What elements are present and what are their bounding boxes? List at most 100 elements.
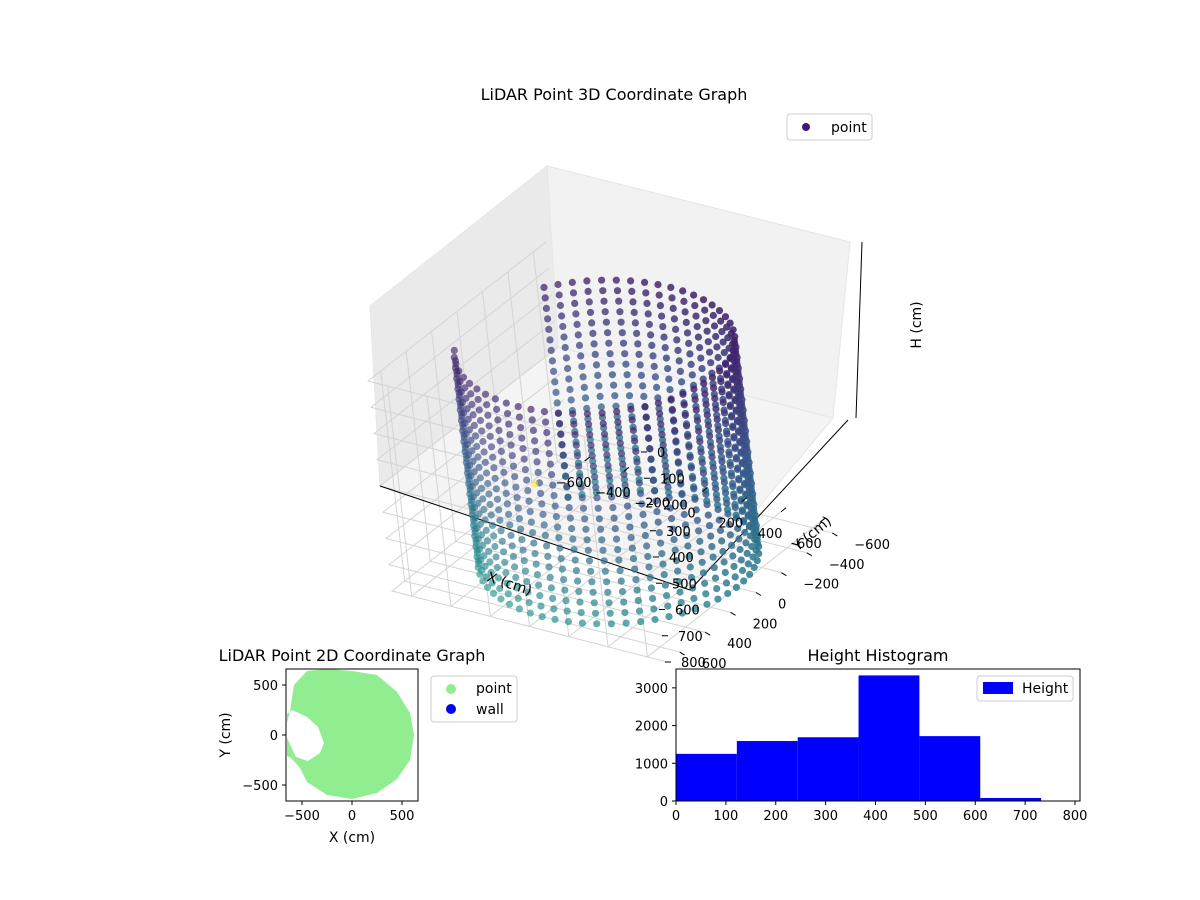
data-point-3d bbox=[720, 558, 728, 566]
data-point-3d bbox=[694, 333, 703, 341]
data-point-3d bbox=[527, 518, 536, 526]
histogram-bar bbox=[736, 741, 798, 801]
data-point-3d bbox=[598, 409, 606, 417]
legend-marker-point bbox=[802, 123, 810, 131]
data-point-3d bbox=[635, 350, 643, 358]
data-point-3d bbox=[645, 563, 653, 571]
data-point-3d bbox=[521, 466, 530, 474]
data-point-3d bbox=[699, 296, 708, 304]
data-point-3d bbox=[742, 490, 750, 498]
data-point-3d bbox=[668, 405, 676, 414]
data-point-3d bbox=[605, 472, 613, 480]
data-point-3d bbox=[547, 346, 555, 354]
data-point-3d bbox=[697, 548, 705, 556]
chart-height-histogram: Height Histogram 0 100 200 300 400 500 600 700 8… bbox=[635, 646, 1088, 824]
gridline-h bbox=[366, 241, 644, 453]
data-point-3d bbox=[636, 361, 644, 369]
y-tick-label-hist: 2000 bbox=[635, 720, 668, 735]
data-point-3d bbox=[496, 516, 504, 524]
data-point-3d bbox=[661, 344, 669, 352]
data-point-3d bbox=[597, 403, 605, 411]
z-tick-label-3d: 600 bbox=[675, 604, 700, 619]
data-point-3d bbox=[530, 539, 538, 547]
data-point-3d bbox=[511, 473, 519, 481]
data-point-3d bbox=[642, 289, 650, 297]
data-point-3d bbox=[583, 536, 591, 544]
data-point-3d bbox=[540, 408, 549, 416]
data-point-3d bbox=[558, 312, 566, 320]
data-point-3d bbox=[716, 367, 724, 375]
data-point-3d bbox=[689, 474, 697, 482]
data-point-3d bbox=[499, 548, 508, 556]
data-point-3d bbox=[707, 532, 715, 540]
data-point-3d bbox=[469, 507, 477, 515]
legend-3d: point bbox=[786, 113, 873, 141]
x-tick-3d bbox=[741, 497, 748, 503]
data-point-3d bbox=[663, 478, 672, 486]
data-point-3d bbox=[729, 552, 737, 560]
legend-label-point-2d: point bbox=[476, 681, 512, 697]
data-point-3d bbox=[482, 469, 491, 477]
data-point-3d bbox=[493, 405, 501, 413]
data-point-3d bbox=[536, 592, 544, 600]
data-point-3d bbox=[562, 597, 570, 605]
data-point-3d bbox=[561, 586, 569, 594]
data-point-3d bbox=[680, 401, 688, 409]
data-point-3d bbox=[710, 384, 718, 392]
data-point-3d bbox=[616, 308, 624, 316]
data-point-3d bbox=[515, 605, 524, 613]
data-point-3d bbox=[469, 411, 477, 419]
data-point-3d bbox=[669, 416, 678, 424]
data-point-3d bbox=[656, 302, 665, 310]
data-point-3d bbox=[729, 326, 737, 334]
y-tick-label-3d: 400 bbox=[727, 637, 752, 652]
x-tick-3d bbox=[623, 466, 630, 472]
data-point-3d bbox=[662, 467, 670, 475]
data-point-3d bbox=[615, 297, 623, 305]
data-point-3d bbox=[713, 495, 721, 503]
data-point-3d bbox=[739, 469, 748, 477]
data-point-3d bbox=[659, 560, 667, 568]
data-point-3d bbox=[725, 451, 733, 459]
data-point-3d bbox=[600, 297, 608, 305]
data-point-3d bbox=[567, 396, 575, 404]
data-point-3d bbox=[525, 497, 533, 505]
data-point-3d bbox=[547, 584, 556, 592]
data-point-3d bbox=[607, 620, 616, 628]
data-point-3d bbox=[542, 304, 551, 312]
data-point-3d bbox=[731, 573, 739, 581]
data-point-3d bbox=[697, 354, 705, 362]
data-point-3d bbox=[639, 510, 647, 519]
data-point-3d bbox=[518, 536, 526, 544]
data-point-3d bbox=[496, 584, 504, 593]
data-point-3d bbox=[746, 570, 754, 579]
data-point-3d bbox=[540, 521, 548, 529]
data-point-3d bbox=[543, 429, 551, 437]
data-point-3d bbox=[721, 313, 730, 321]
data-point-3d bbox=[514, 504, 522, 512]
data-point-3d bbox=[612, 276, 620, 284]
data-point-3d bbox=[617, 577, 625, 585]
data-point-3d bbox=[589, 462, 598, 470]
data-point-3d bbox=[633, 586, 641, 594]
data-point-3d bbox=[691, 302, 699, 310]
data-point-3d bbox=[722, 360, 730, 368]
data-point-3d bbox=[609, 504, 617, 512]
data-point-3d bbox=[523, 476, 531, 484]
data-point-3d bbox=[599, 287, 607, 295]
data-point-3d bbox=[648, 341, 656, 349]
data-point-3d bbox=[592, 361, 601, 369]
data-point-3d bbox=[619, 339, 628, 347]
data-point-3d bbox=[483, 583, 492, 591]
z-tick-label-3d: 200 bbox=[663, 499, 688, 514]
data-point-3d bbox=[614, 418, 622, 426]
data-point-3d bbox=[585, 298, 593, 306]
data-point-3d bbox=[495, 426, 503, 434]
data-point-3d bbox=[543, 542, 551, 550]
data-point-3d bbox=[621, 481, 629, 489]
data-point-3d bbox=[685, 443, 693, 451]
data-point-3d bbox=[470, 421, 478, 429]
data-point-3d bbox=[613, 408, 621, 416]
data-point-3d bbox=[685, 552, 693, 561]
data-point-3d bbox=[488, 579, 496, 587]
